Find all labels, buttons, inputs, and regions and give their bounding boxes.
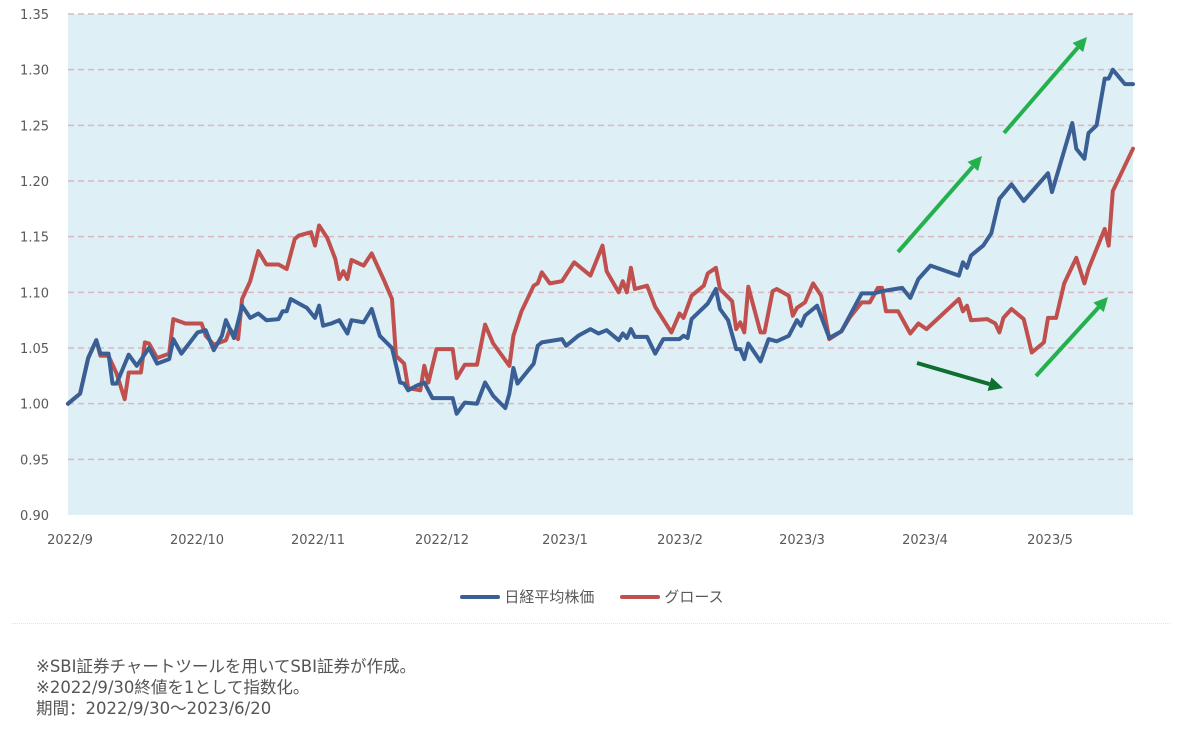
x-tick-label: 2022/11 [291, 533, 345, 548]
series-lines [66, 67, 1135, 416]
divider [12, 623, 1170, 624]
arrowhead-icon [1072, 37, 1087, 53]
y-tick-label: 1.05 [20, 342, 49, 357]
arrowhead-icon [967, 156, 982, 172]
y-tick-label: 0.95 [20, 453, 49, 468]
y-tick-label: 1.15 [20, 231, 49, 246]
trend-arrow-up-icon [896, 165, 975, 254]
x-tick-label: 2023/3 [779, 533, 825, 548]
y-tick-label: 1.20 [20, 175, 49, 190]
y-tick-label: 1.35 [20, 8, 49, 23]
x-tick-label: 2022/12 [415, 533, 469, 548]
x-tick-label: 2023/4 [902, 533, 948, 548]
note-index: ※2022/9/30終値を1として指数化。 [36, 678, 310, 697]
y-tick-label: 1.25 [20, 119, 49, 134]
trend-arrow-down-icon [916, 361, 991, 387]
x-tick-label: 2023/1 [542, 533, 588, 548]
legend-label-growth: グロース [664, 588, 724, 606]
line-chart: 0.90 0.95 1.00 1.05 1.10 1.15 1.20 1.25 1.30 1.35… [20, 8, 1135, 548]
plot-area [68, 14, 1133, 515]
x-tick-label: 2023/2 [657, 533, 703, 548]
x-tick-label: 2022/9 [47, 533, 93, 548]
legend-item-nikkei: 日経平均株価 [460, 586, 594, 607]
y-tick-label: 0.90 [20, 509, 49, 524]
gridlines [68, 13, 1133, 461]
y-tick-label: 1.30 [20, 64, 49, 79]
trend-arrows [896, 37, 1108, 391]
x-tick-label: 2023/5 [1027, 533, 1073, 548]
legend-swatch-growth [620, 594, 661, 599]
arrowhead-icon [1093, 297, 1108, 313]
legend-label-nikkei: 日経平均株価 [504, 588, 595, 606]
y-tick-label: 1.10 [20, 286, 49, 301]
note-source: ※SBI証券チャートツールを用いてSBI証券が作成。 [36, 657, 416, 676]
trend-arrow-up-icon [1034, 306, 1101, 378]
series-line-nikkei [66, 67, 1135, 416]
legend-item-growth: グロース [620, 586, 724, 607]
note-period: 期間：2022/9/30～2023/6/20 [36, 699, 272, 718]
x-tick-label: 2022/10 [170, 533, 224, 548]
y-axis-ticks: 0.90 0.95 1.00 1.05 1.10 1.15 1.20 1.25 1.30 1.35 [20, 8, 49, 524]
arrowhead-icon [987, 377, 1003, 391]
legend: 日経平均株価 グロース [0, 586, 1184, 607]
footnotes: ※SBI証券チャートツールを用いてSBI証券が作成。 ※2022/9/30終値を… [36, 656, 416, 719]
y-tick-label: 1.00 [20, 398, 49, 413]
legend-swatch-nikkei [460, 594, 501, 599]
trend-arrow-up-icon [1002, 46, 1080, 135]
x-axis-ticks: 2022/9 2022/10 2022/11 2022/12 2023/1 2023/2 2… [47, 533, 1073, 548]
